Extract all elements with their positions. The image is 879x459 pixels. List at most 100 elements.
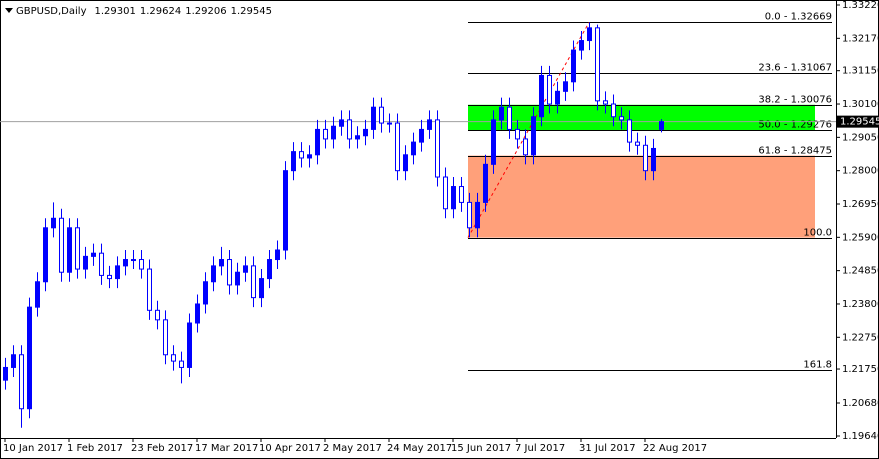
fibo-level-label: 100.0	[803, 228, 832, 239]
y-tick-label: 1.29050	[842, 132, 879, 143]
y-tick-label: 1.25900	[842, 232, 879, 243]
x-tick-label: 24 May 2017	[387, 443, 452, 454]
candle-body	[651, 147, 656, 172]
x-tick-label: 23 Feb 2017	[131, 443, 193, 454]
candle-body	[35, 281, 40, 308]
y-tick-label: 1.22750	[842, 332, 879, 343]
candle-body	[171, 354, 176, 362]
candle-body	[211, 265, 216, 283]
chart-header: GBPUSD,Daily 1.29301 1.29624 1.29206 1.29545	[16, 6, 272, 17]
candle-body	[275, 249, 280, 261]
candle-body	[483, 163, 488, 203]
x-tick-label: 1 Feb 2017	[67, 443, 123, 454]
candle-body	[531, 116, 536, 156]
chart-title: GBPUSD,Daily	[16, 6, 87, 17]
candle-body	[219, 259, 224, 267]
candle-body	[419, 128, 424, 143]
candle-body	[587, 27, 592, 42]
candle-body	[291, 151, 296, 172]
candle-body	[355, 135, 360, 140]
candle-body	[283, 170, 288, 251]
candle-body	[115, 265, 120, 280]
candle-body	[459, 186, 464, 203]
candle-body	[43, 227, 48, 283]
candle-body	[635, 141, 640, 146]
y-tick-label: 1.20680	[842, 398, 879, 409]
header-low: 1.29206	[185, 6, 226, 17]
candle-body	[579, 40, 584, 51]
candle-body	[339, 119, 344, 127]
candle-body	[411, 141, 416, 156]
candle-body	[235, 271, 240, 286]
fibo-level-label: 61.8 - 1.28475	[758, 146, 832, 157]
candle-body	[427, 119, 432, 130]
candle-body	[11, 354, 16, 368]
candle-body	[123, 259, 128, 267]
candle-body	[387, 122, 392, 125]
candle-body	[403, 154, 408, 172]
candle-body	[75, 227, 80, 270]
candle-body	[187, 322, 192, 368]
candle-body	[491, 119, 496, 165]
y-tick-label: 1.24850	[842, 266, 879, 277]
fibo-level-label: 50.0 - 1.29276	[758, 120, 832, 131]
candle-body	[435, 119, 440, 178]
candle-body	[307, 154, 312, 159]
candle-body	[475, 201, 480, 229]
y-tick-label: 1.31150	[842, 66, 879, 77]
candle-body	[67, 227, 72, 273]
candle-body	[547, 74, 552, 105]
candle-body	[331, 125, 336, 140]
candle-body	[603, 100, 608, 105]
candle-body	[363, 128, 368, 137]
candle-body	[195, 303, 200, 324]
candle-body	[27, 306, 32, 410]
y-tick-label: 1.23800	[842, 299, 879, 310]
x-tick-label: 7 Jul 2017	[515, 443, 565, 454]
fibo-level-label: 0.0 - 1.32669	[765, 12, 832, 23]
candle-body	[507, 106, 512, 130]
candle-body	[323, 128, 328, 140]
y-tick-label: 1.30100	[842, 99, 879, 110]
candle-body	[643, 144, 648, 172]
fibo-level-label: 23.6 - 1.31067	[758, 63, 832, 74]
x-tick-label: 17 Mar 2017	[195, 443, 258, 454]
candle-body	[467, 201, 472, 229]
price-tag-label: 1.29545	[840, 117, 879, 128]
candle-body	[267, 259, 272, 280]
x-tick-label: 31 Jul 2017	[579, 443, 636, 454]
candle-body	[315, 128, 320, 156]
fibo-zone	[468, 155, 815, 238]
candle-body	[451, 186, 456, 210]
header-close: 1.29545	[231, 6, 272, 17]
candle-body	[243, 265, 248, 273]
x-tick-label: 10 Jan 2017	[3, 443, 63, 454]
candle-body	[571, 49, 576, 83]
candle-body	[3, 366, 8, 381]
fibo-level-label: 38.2 - 1.30076	[758, 95, 832, 106]
candle-body	[179, 360, 184, 368]
header-open: 1.29301	[95, 6, 136, 17]
candle-body	[107, 274, 112, 280]
y-tick-label: 1.19640	[842, 431, 879, 442]
candle-body	[523, 138, 528, 156]
x-tick-label: 15 Jun 2017	[451, 443, 511, 454]
candle-body	[51, 217, 56, 229]
candle-body	[395, 122, 400, 172]
x-tick-label: 2 May 2017	[323, 443, 382, 454]
candle-body	[139, 259, 144, 270]
candle-body	[131, 259, 136, 262]
candle-body	[203, 281, 208, 305]
fibo-level-label: 161.8	[803, 360, 832, 371]
candle-body	[595, 27, 600, 102]
y-tick-label: 1.26950	[842, 199, 879, 210]
candle-body	[555, 90, 560, 105]
candle-body	[155, 309, 160, 321]
candle-body	[627, 119, 632, 143]
candle-body	[515, 128, 520, 140]
candle-body	[347, 119, 352, 140]
x-tick-label: 22 Aug 2017	[643, 443, 707, 454]
candle-body	[99, 252, 104, 276]
header-high: 1.29624	[140, 6, 181, 17]
